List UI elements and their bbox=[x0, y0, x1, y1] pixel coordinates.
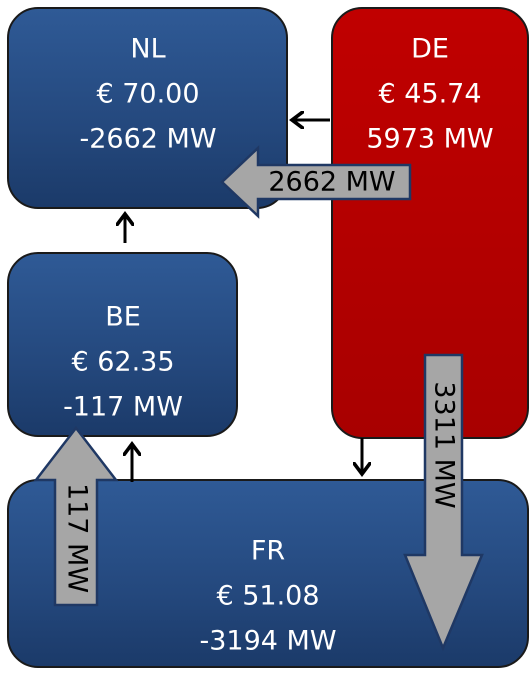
flow-label: 2662 MW bbox=[268, 167, 395, 198]
node-flow: -117 MW bbox=[63, 392, 183, 423]
node-price: € 70.00 bbox=[96, 79, 199, 110]
flow-label: 117 MW bbox=[62, 483, 93, 593]
node-flow: -3194 MW bbox=[199, 626, 336, 657]
flow-label: 3311 MW bbox=[429, 381, 460, 508]
small-arrows bbox=[125, 120, 362, 482]
flow-arrow bbox=[403, 353, 484, 652]
node-box bbox=[7, 7, 288, 209]
node-name: BE bbox=[105, 302, 141, 333]
node-name: DE bbox=[411, 34, 449, 65]
flow-arrows bbox=[33, 145, 484, 652]
node-box bbox=[7, 252, 238, 437]
node-box bbox=[7, 479, 529, 668]
node-flow: 5973 MW bbox=[366, 124, 493, 155]
node-flow: -2662 MW bbox=[79, 124, 216, 155]
node-name: NL bbox=[130, 34, 165, 65]
boxes bbox=[7, 7, 529, 668]
node-price: € 51.08 bbox=[216, 581, 319, 612]
flow-arrow bbox=[33, 425, 119, 607]
node-price: € 62.35 bbox=[71, 347, 174, 378]
flow-arrow bbox=[220, 145, 412, 219]
node-name: FR bbox=[251, 536, 285, 567]
node-price: € 45.74 bbox=[378, 79, 481, 110]
